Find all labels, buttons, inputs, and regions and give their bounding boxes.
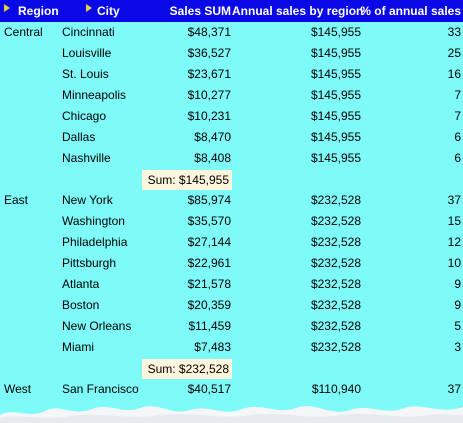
annual-cell: $232,528: [310, 256, 361, 270]
table-row: Philadelphia $27,144 $232,528 12: [0, 232, 463, 253]
pct-cell: 7: [454, 88, 461, 102]
sales-cell: $21,578: [187, 277, 231, 291]
group-sum-cell: Sum: $145,955: [142, 170, 232, 190]
city-cell: Washington: [62, 214, 125, 228]
pct-cell: 33: [447, 25, 461, 39]
city-cell: Boston: [62, 298, 100, 312]
table-row: Dallas $8,470 $145,955 6: [0, 127, 463, 148]
region-cell: East: [4, 193, 29, 207]
city-cell: Louisville: [62, 46, 112, 60]
sort-arrow-icon[interactable]: [4, 4, 10, 12]
region-cell: Central: [4, 25, 43, 39]
table-row: Pittsburgh $22,961 $232,528 10: [0, 253, 463, 274]
annual-cell: $145,955: [310, 88, 361, 102]
region-column-header[interactable]: Region: [18, 4, 59, 18]
city-cell: St. Louis: [62, 67, 109, 81]
annual-cell: $145,955: [310, 109, 361, 123]
table-row: Chicago $10,231 $145,955 7: [0, 106, 463, 127]
group-sum-text: Sum: $232,528: [147, 362, 229, 376]
sort-arrow-icon[interactable]: [86, 4, 92, 12]
table-row: Minneapolis $10,277 $145,955 7: [0, 85, 463, 106]
torn-edge-decoration: [0, 406, 463, 423]
annual-cell: $232,528: [310, 277, 361, 291]
sales-cell: $40,517: [187, 382, 231, 396]
table-row: New Orleans $11,459 $232,528 5: [0, 316, 463, 337]
annual-cell: $145,955: [310, 46, 361, 60]
city-cell: San Francisco: [62, 382, 139, 396]
pct-annual-sales-column-header[interactable]: % of annual sales: [360, 4, 461, 18]
sales-cell: $48,371: [187, 25, 231, 39]
table-row: Miami $7,483 $232,528 3: [0, 337, 463, 358]
group-sum-cell: Sum: $232,528: [142, 359, 232, 379]
group-sum-text: Sum: $145,955: [147, 173, 229, 187]
sales-cell: $7,483: [194, 340, 231, 354]
sales-cell: $8,470: [194, 130, 231, 144]
pct-cell: 5: [454, 319, 461, 333]
pct-cell: 3: [454, 340, 461, 354]
sales-cell: $20,359: [187, 298, 231, 312]
sales-sum-column-header[interactable]: Sales SUM: [169, 4, 231, 18]
pct-cell: 16: [447, 67, 461, 81]
annual-cell: $232,528: [310, 214, 361, 228]
city-cell: Dallas: [62, 130, 96, 144]
table-row: Louisville $36,527 $145,955 25: [0, 43, 463, 64]
pct-cell: 6: [454, 151, 461, 165]
city-cell: Atlanta: [62, 277, 100, 291]
annual-cell: $232,528: [310, 319, 361, 333]
city-cell: New York: [62, 193, 113, 207]
city-cell: Cincinnati: [62, 25, 115, 39]
annual-cell: $232,528: [310, 193, 361, 207]
table-row: East New York $85,974 $232,528 37: [0, 190, 463, 211]
annual-cell: $145,955: [310, 151, 361, 165]
sales-cell: $8,408: [194, 151, 231, 165]
sales-cell: $22,961: [187, 256, 231, 270]
table-row: Boston $20,359 $232,528 9: [0, 295, 463, 316]
pct-cell: 9: [454, 277, 461, 291]
pct-cell: 7: [454, 109, 461, 123]
table-header: Region City Sales SUM Annual sales by re…: [0, 0, 463, 22]
sales-cell: $10,231: [187, 109, 231, 123]
table-row: St. Louis $23,671 $145,955 16: [0, 64, 463, 85]
annual-cell: $145,955: [310, 67, 361, 81]
sales-cell: $36,527: [187, 46, 231, 60]
sales-cell: $11,459: [188, 319, 232, 333]
region-cell: West: [4, 382, 32, 396]
table-row: West San Francisco $40,517 $110,940 37: [0, 379, 463, 400]
sales-cell: $27,144: [187, 235, 231, 249]
annual-cell: $232,528: [310, 298, 361, 312]
city-cell: Philadelphia: [62, 235, 128, 249]
sales-cell: $85,974: [187, 193, 231, 207]
table-row: Nashville $8,408 $145,955 6: [0, 148, 463, 169]
table-row: Central Cincinnati $48,371 $145,955 33: [0, 22, 463, 43]
table-row: Atlanta $21,578 $232,528 9: [0, 274, 463, 295]
sales-cell: $23,671: [187, 67, 231, 81]
sales-cell: $10,277: [187, 88, 231, 102]
pct-cell: 15: [447, 214, 461, 228]
city-column-header[interactable]: City: [97, 4, 120, 18]
annual-cell: $145,955: [310, 25, 361, 39]
pct-cell: 10: [447, 256, 461, 270]
city-cell: Nashville: [62, 151, 111, 165]
city-cell: New Orleans: [62, 319, 132, 333]
table-row: Washington $35,570 $232,528 15: [0, 211, 463, 232]
pct-cell: 25: [447, 46, 461, 60]
city-cell: Miami: [62, 340, 94, 354]
pct-cell: 37: [447, 193, 461, 207]
pct-cell: 9: [454, 298, 461, 312]
pct-cell: 37: [447, 382, 461, 396]
sales-cell: $35,570: [187, 214, 231, 228]
city-cell: Minneapolis: [62, 88, 127, 102]
annual-sales-column-header[interactable]: Annual sales by region: [232, 4, 364, 18]
pct-cell: 12: [447, 235, 461, 249]
annual-cell: $110,940: [311, 382, 361, 396]
city-cell: Pittsburgh: [62, 256, 117, 270]
annual-cell: $232,528: [310, 235, 361, 249]
annual-cell: $232,528: [310, 340, 361, 354]
pct-cell: 6: [454, 130, 461, 144]
city-cell: Chicago: [62, 109, 107, 123]
annual-cell: $145,955: [310, 130, 361, 144]
